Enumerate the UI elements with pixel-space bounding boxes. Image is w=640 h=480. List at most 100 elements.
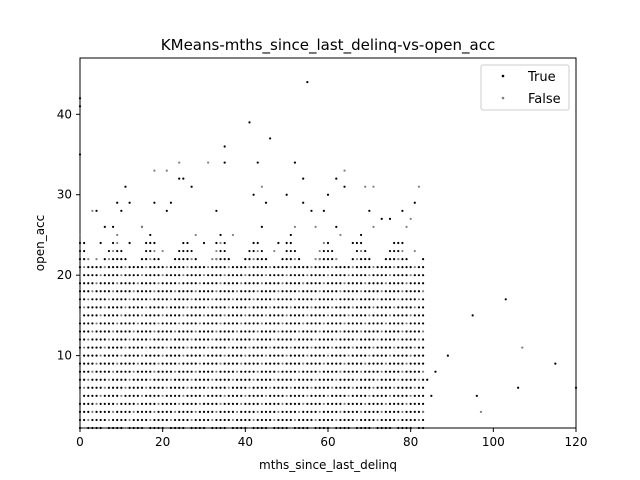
point-false: [215, 330, 218, 333]
point-true: [256, 241, 259, 245]
point-true: [87, 282, 90, 285]
point-true: [140, 386, 144, 389]
point-true: [310, 282, 313, 285]
point-false: [132, 290, 135, 293]
point-true: [359, 306, 363, 309]
point-false: [107, 338, 111, 341]
point-true: [116, 338, 119, 341]
point-false: [145, 386, 148, 389]
point-false: [355, 418, 359, 422]
point-true: [78, 266, 82, 269]
point-true: [219, 338, 222, 341]
point-true: [116, 346, 119, 349]
point-false: [256, 330, 259, 333]
point-true: [413, 330, 416, 333]
point-false: [393, 266, 396, 269]
point-false: [215, 290, 218, 293]
point-true: [281, 314, 284, 317]
point-true: [215, 274, 218, 277]
point-true: [132, 378, 135, 381]
point-true: [215, 241, 218, 245]
point-true: [78, 322, 82, 325]
point-true: [120, 426, 123, 430]
point-true: [273, 354, 276, 357]
point-true: [248, 370, 251, 373]
point-true: [124, 298, 127, 301]
point-true: [182, 306, 185, 309]
point-true: [194, 362, 197, 365]
point-true: [322, 378, 325, 381]
point-false: [91, 410, 94, 414]
point-false: [182, 394, 185, 397]
point-true: [368, 418, 371, 422]
point-true: [103, 290, 106, 293]
point-true: [111, 394, 115, 397]
point-true: [343, 266, 346, 269]
point-false: [190, 418, 193, 422]
point-true: [351, 257, 354, 261]
point-true: [413, 378, 416, 381]
point-true: [83, 402, 86, 405]
point-true: [83, 257, 86, 261]
point-true: [368, 370, 371, 373]
point-false: [140, 354, 144, 357]
point-true: [190, 394, 193, 397]
point-true: [306, 266, 309, 269]
point-true: [269, 402, 272, 405]
point-false: [211, 418, 214, 422]
point-false: [273, 378, 276, 381]
point-true: [128, 346, 131, 349]
point-false: [318, 249, 321, 253]
point-true: [252, 322, 255, 325]
point-false: [417, 418, 421, 422]
point-true: [198, 290, 201, 293]
point-false: [314, 338, 317, 341]
point-true: [293, 266, 297, 269]
point-true: [252, 402, 255, 405]
point-true: [388, 386, 392, 389]
point-false: [388, 354, 392, 357]
point-true: [145, 370, 148, 373]
point-true: [318, 306, 321, 309]
point-true: [393, 282, 396, 285]
point-true: [269, 394, 272, 397]
point-true: [289, 241, 292, 245]
point-false: [318, 370, 321, 373]
point-false: [87, 257, 90, 261]
point-true: [149, 274, 152, 277]
point-true: [186, 378, 189, 381]
point-true: [368, 266, 371, 269]
point-true: [244, 282, 247, 285]
point-false: [219, 282, 222, 285]
point-false: [165, 169, 168, 172]
point-true: [120, 410, 123, 414]
point-true: [99, 306, 102, 309]
point-true: [99, 266, 102, 269]
point-true: [116, 410, 119, 414]
point-true: [103, 274, 106, 277]
point-true: [190, 249, 193, 253]
point-true: [186, 402, 189, 405]
point-false: [331, 266, 334, 269]
point-true: [405, 346, 408, 349]
point-true: [235, 346, 239, 349]
point-true: [140, 322, 144, 325]
point-true: [95, 394, 98, 397]
point-true: [504, 298, 507, 301]
point-true: [202, 322, 206, 325]
point-true: [318, 362, 321, 365]
point-true: [124, 338, 127, 341]
point-true: [331, 298, 334, 301]
point-true: [335, 362, 338, 365]
point-true: [149, 346, 152, 349]
point-false: [355, 338, 359, 341]
point-false: [285, 314, 288, 317]
point-true: [376, 394, 379, 397]
point-true: [173, 378, 177, 381]
point-true: [128, 394, 131, 397]
point-true: [289, 330, 292, 333]
point-true: [393, 290, 396, 293]
point-true: [351, 298, 354, 301]
point-true: [194, 426, 197, 430]
